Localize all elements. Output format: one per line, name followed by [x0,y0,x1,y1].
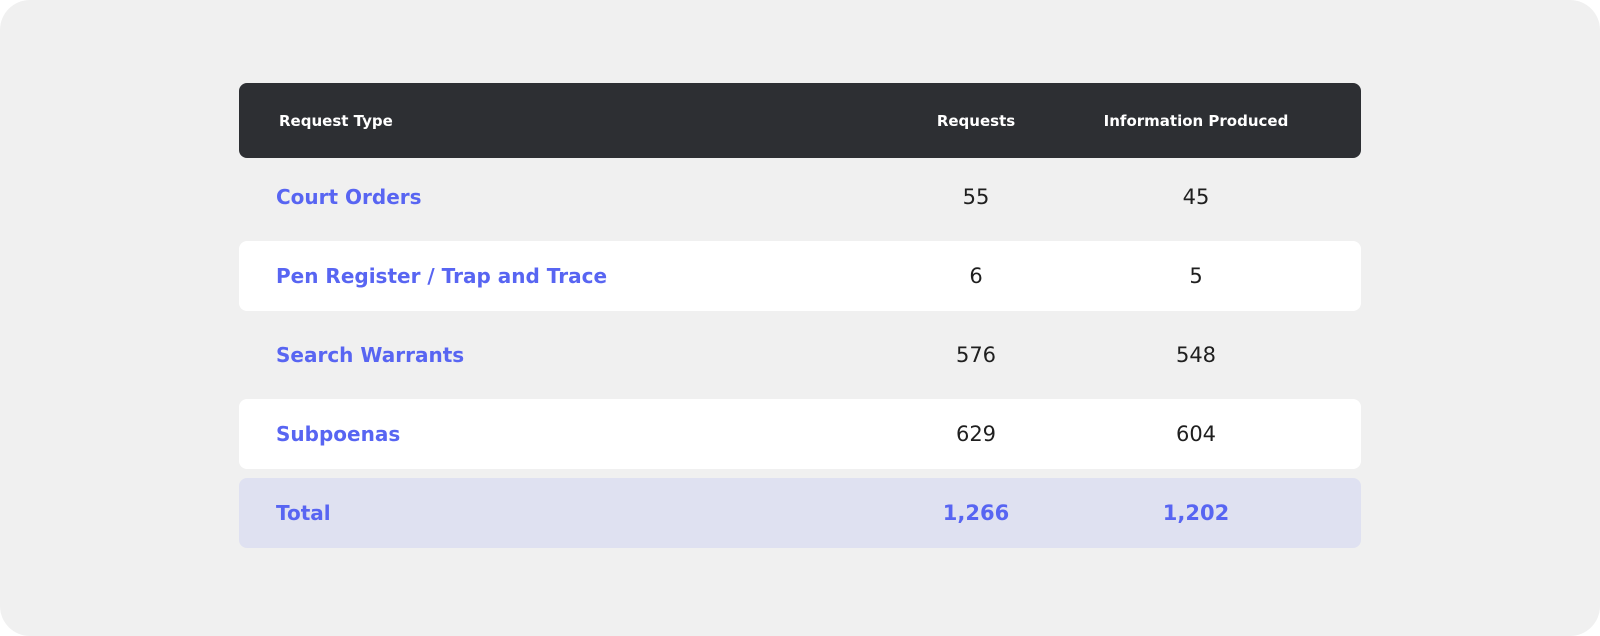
total-produced: 1,202 [1162,501,1230,525]
row-requests: 6 [969,264,983,288]
row-produced: 45 [1182,185,1210,209]
row-produced: 5 [1189,264,1203,288]
row-type-subpoenas: Subpoenas [276,422,401,446]
requests-table: Request Type Requests Information Produc… [239,83,1361,548]
row-requests: 576 [955,343,997,367]
row-produced: 604 [1175,422,1217,446]
table-row: Search Warrants 576 548 [239,320,1361,390]
total-row: Total 1,266 1,202 [239,478,1361,548]
table-row: Court Orders 55 45 [239,162,1361,232]
table-row: Pen Register / Trap and Trace 6 5 [239,241,1361,311]
row-type-pen-register: Pen Register / Trap and Trace [276,264,608,288]
header-information-produced: Information Produced [1103,111,1289,130]
table-header: Request Type Requests Information Produc… [239,83,1361,158]
row-type-court-orders: Court Orders [276,185,422,209]
total-label: Total [276,501,331,525]
header-requests: Requests [936,111,1016,130]
header-request-type: Request Type [279,111,393,130]
row-requests: 55 [962,185,990,209]
total-requests: 1,266 [942,501,1010,525]
row-produced: 548 [1175,343,1217,367]
row-requests: 629 [955,422,997,446]
table-row: Subpoenas 629 604 [239,399,1361,469]
row-type-search-warrants: Search Warrants [276,343,465,367]
